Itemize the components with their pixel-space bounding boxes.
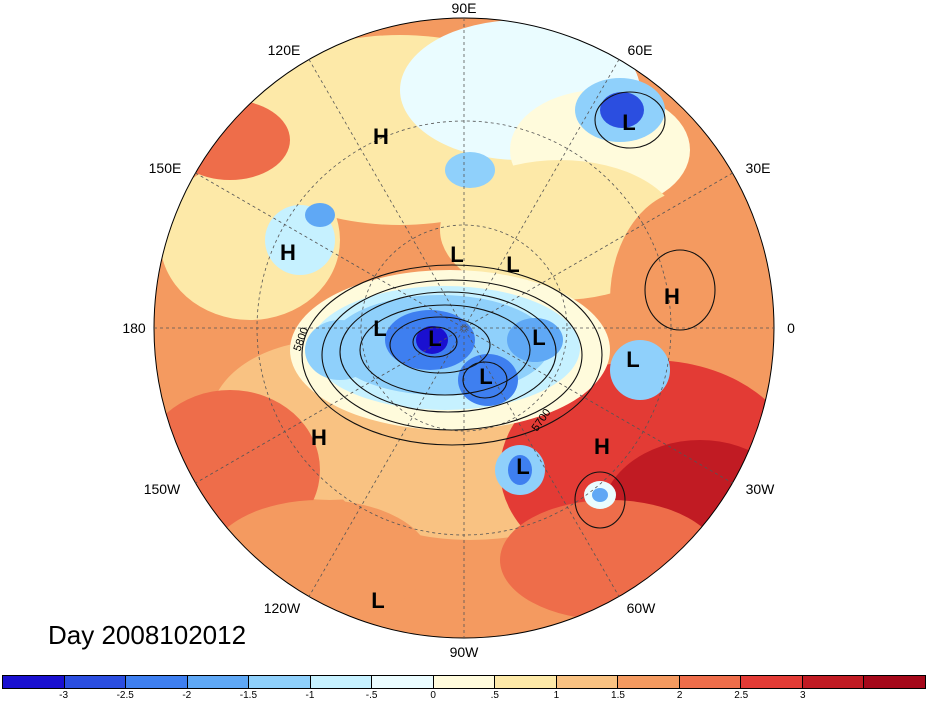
low-center: L <box>450 242 463 267</box>
colorbar-cell <box>802 676 865 688</box>
low-center: L <box>479 364 492 389</box>
lon-label-0: 0 <box>787 320 795 336</box>
colorbar-cell <box>741 676 803 688</box>
colorbar-cell <box>864 676 925 688</box>
colorbar-cell <box>310 676 373 688</box>
colorbar-cell <box>64 676 127 688</box>
graticule <box>154 18 774 638</box>
colorbar-tick-label: 1 <box>553 690 560 701</box>
lon-label-150e: 150E <box>149 160 182 176</box>
colorbar-tick-label: 2 <box>676 690 683 701</box>
low-center: L <box>622 110 635 135</box>
anomaly-field <box>154 18 774 638</box>
colorbar-tick-label: -.5 <box>365 690 378 701</box>
low-center: L <box>506 252 519 277</box>
colorbar-tick-label: -2.5 <box>116 690 134 701</box>
colorbar <box>2 675 926 689</box>
colorbar-cell <box>556 676 619 688</box>
high-center: H <box>280 240 296 265</box>
lon-label-60e: 60E <box>628 42 653 58</box>
colorbar-cell <box>372 676 434 688</box>
high-center: H <box>311 425 327 450</box>
low-center: L <box>371 588 384 613</box>
colorbar-tick-label: 1.5 <box>611 690 625 701</box>
longitude-labels: 90E 60E 30E 0 30W 60W 90W 120W 150W 180 … <box>122 0 795 660</box>
lon-label-180: 180 <box>122 320 146 336</box>
colorbar-tick-label: 0 <box>430 690 436 701</box>
colorbar-tick-label: -1.5 <box>239 690 258 701</box>
colorbar-tick-label: 2.5 <box>734 690 749 701</box>
lon-label-90e: 90E <box>452 0 477 16</box>
low-center: L <box>428 326 441 351</box>
colorbar-tick-labels: -3 -2.5 -2 -1.5 -1 -.5 0 .5 1 1.5 2 2.5 3 <box>0 690 928 702</box>
lon-label-30e: 30E <box>746 160 771 176</box>
colorbar-cell <box>3 676 65 688</box>
low-center: L <box>373 316 386 341</box>
high-center: H <box>373 124 389 149</box>
height-contours <box>301 91 716 529</box>
colorbar-cell <box>126 676 188 688</box>
colorbar-tick-label: -1 <box>305 690 315 701</box>
colorbar-cell <box>433 676 496 688</box>
low-center: L <box>532 325 545 350</box>
low-center: L <box>626 347 639 372</box>
lon-label-150w: 150W <box>144 481 181 497</box>
colorbar-cell <box>187 676 250 688</box>
lon-label-90w: 90W <box>450 644 480 660</box>
lon-label-60w: 60W <box>627 600 657 616</box>
colorbar-cell <box>679 676 742 688</box>
day-label: Day 2008102012 <box>48 620 247 650</box>
colorbar-tick-label: .5 <box>490 690 499 701</box>
lon-label-30w: 30W <box>746 481 776 497</box>
high-center: H <box>594 434 610 459</box>
high-center: H <box>664 284 680 309</box>
colorbar-cell <box>495 676 557 688</box>
colorbar-tick-label: -3 <box>59 690 69 701</box>
pressure-centers: H H L L L L L L L H L H L H L <box>280 110 680 613</box>
lon-label-120e: 120E <box>268 42 301 58</box>
colorbar-tick-label: -2 <box>182 690 192 701</box>
lon-label-120w: 120W <box>264 600 301 616</box>
colorbar-tick-label: 3 <box>800 690 806 701</box>
colorbar-cell <box>618 676 680 688</box>
colorbar-cell <box>249 676 311 688</box>
low-center: L <box>516 454 529 479</box>
